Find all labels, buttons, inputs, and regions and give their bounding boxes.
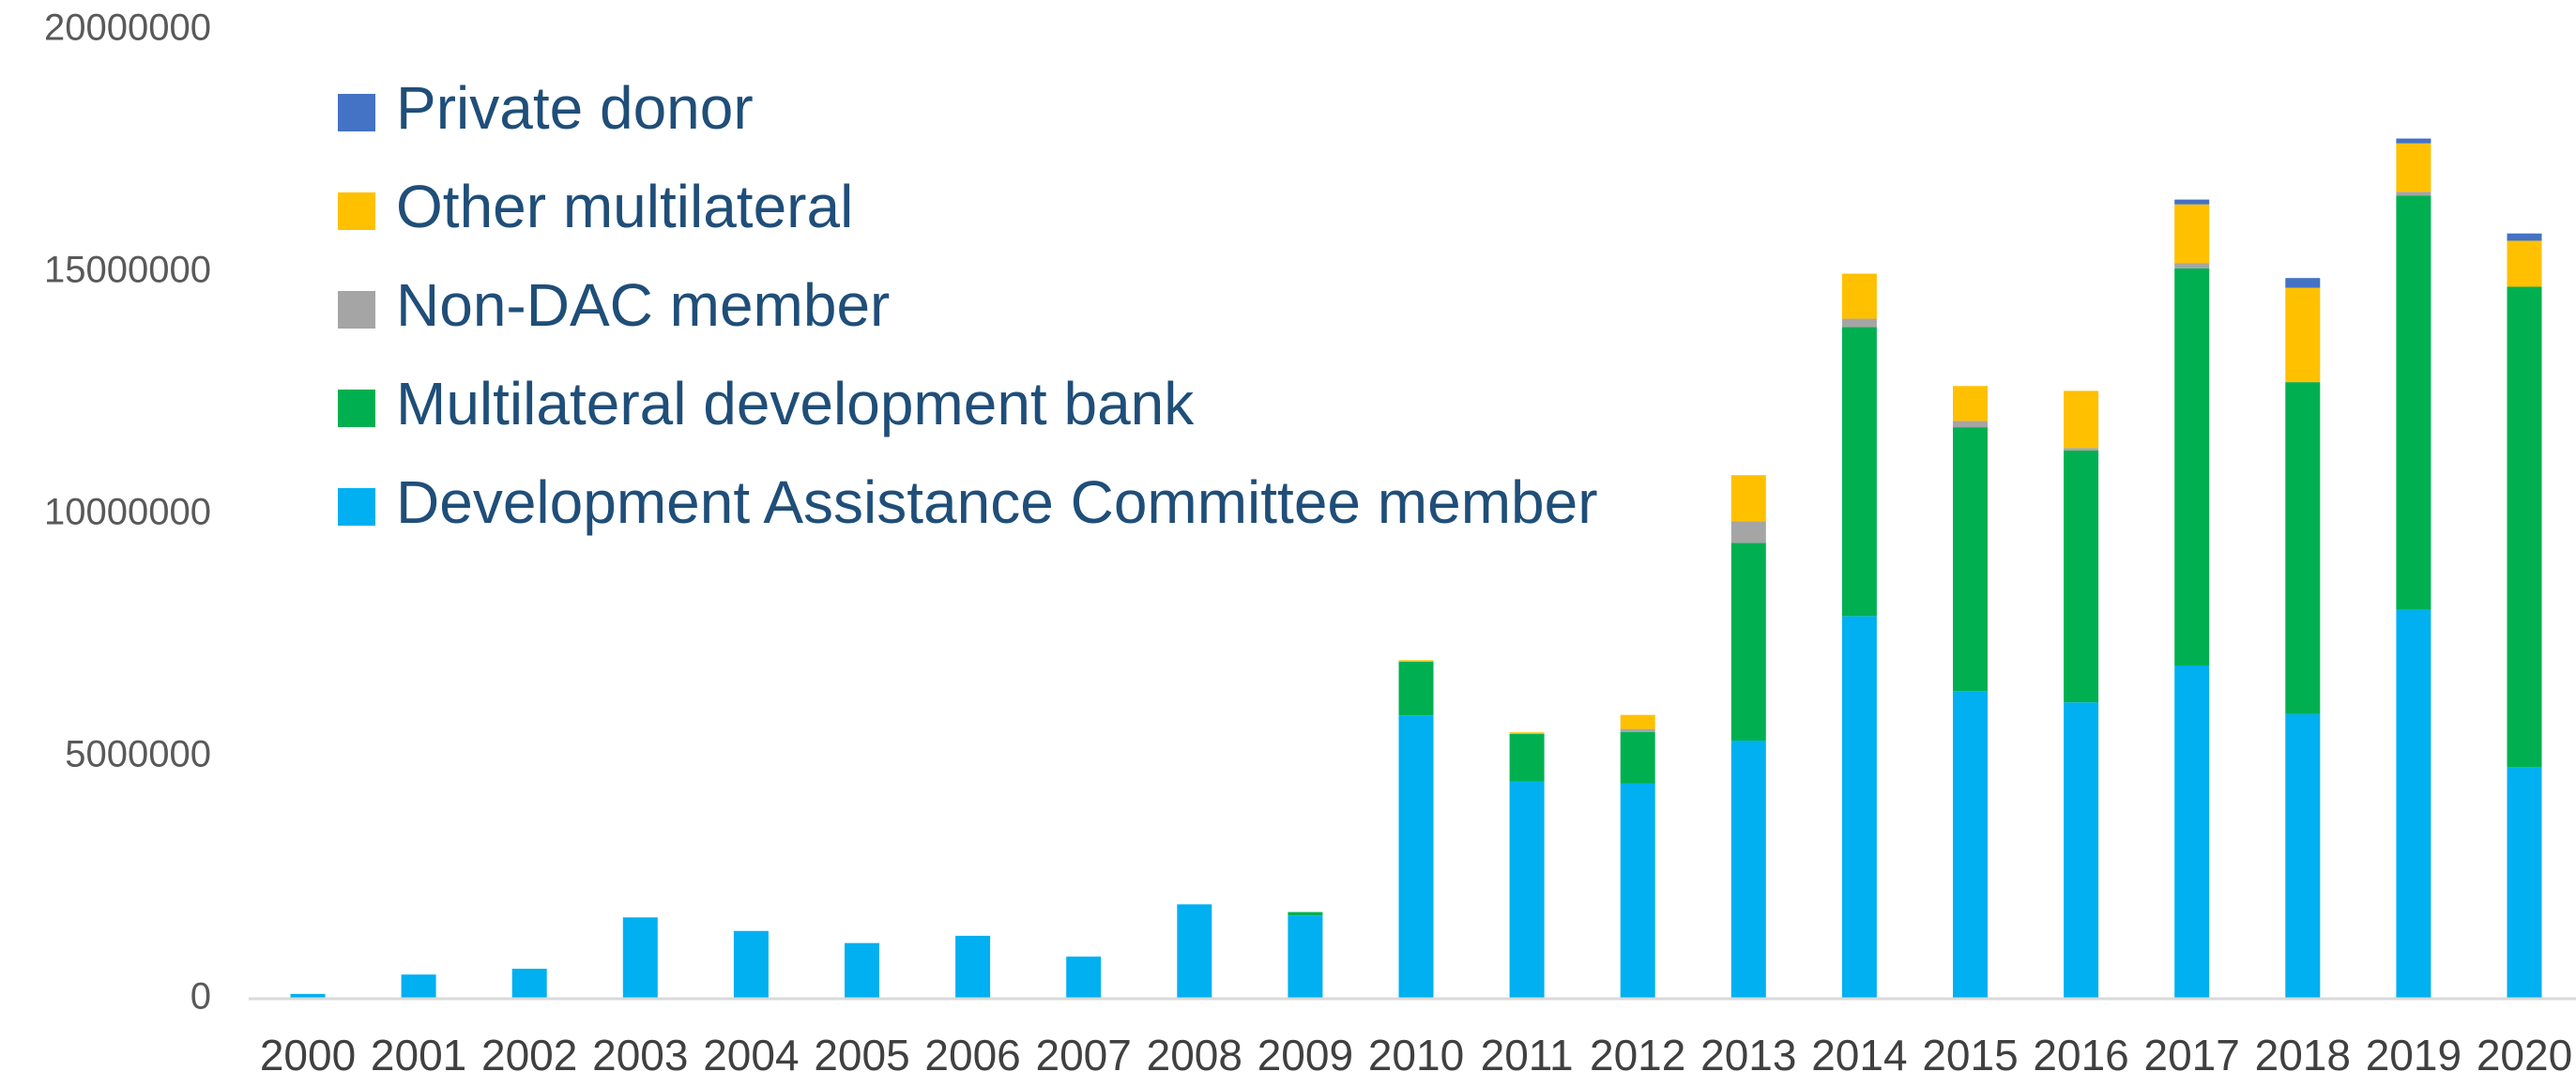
bar-segment — [1953, 386, 1988, 421]
x-tick-label: 2019 — [2366, 1031, 2462, 1079]
legend-label: Multilateral development bank — [396, 370, 1195, 437]
bar-segment — [2174, 268, 2210, 666]
x-tick-label: 2004 — [703, 1031, 799, 1079]
bar-segment — [955, 935, 991, 999]
bar-segment — [1730, 543, 1766, 741]
bar-segment — [1953, 421, 1988, 428]
bar-segment — [2174, 199, 2210, 205]
bar-segment — [2174, 204, 2210, 264]
legend: Private donor Other multilateral Non-DAC m… — [338, 74, 1598, 536]
x-tick-label: 2006 — [924, 1031, 1020, 1079]
bar-segment — [1841, 616, 1877, 999]
bar-segment — [2396, 195, 2431, 610]
x-tick-label: 2013 — [1700, 1031, 1796, 1079]
legend-label: Non-DAC member — [396, 271, 890, 339]
x-tick-label: 2005 — [814, 1031, 909, 1079]
y-axis-ticks: 0 5000000 10000000 15000000 20000000 — [44, 8, 211, 1018]
bar-segment — [2174, 263, 2210, 268]
legend-label: Private donor — [396, 74, 754, 142]
x-tick-label: 2017 — [2144, 1031, 2240, 1079]
legend-swatch — [338, 192, 375, 230]
bar-segment — [1509, 733, 1545, 734]
bar-segment — [1398, 660, 1434, 662]
legend-swatch — [338, 94, 375, 131]
bar-segment — [2064, 450, 2099, 703]
bar-segment — [1841, 318, 1877, 328]
bar-segment — [2507, 240, 2542, 287]
x-tick-label: 2012 — [1590, 1031, 1685, 1079]
x-tick-label: 2003 — [592, 1031, 688, 1079]
bar-segment — [1953, 691, 1988, 999]
bar-segment — [1509, 781, 1545, 999]
x-axis-ticks: 2000 2001 2002 2003 2004 2005 2006 2007 2008 2009… — [260, 1031, 2572, 1079]
x-tick-label: 2009 — [1258, 1031, 1353, 1079]
bar-segment — [2396, 138, 2431, 144]
bar-segment — [2285, 287, 2321, 383]
bar-segment — [1398, 661, 1434, 716]
bar-segment — [1620, 731, 1655, 784]
x-tick-label: 2020 — [2477, 1031, 2572, 1079]
x-tick-label: 2001 — [371, 1031, 466, 1079]
bar-segment — [1620, 783, 1655, 999]
bar-segment — [1730, 521, 1766, 544]
bar-segment — [2507, 233, 2542, 241]
bar-segment — [2507, 286, 2542, 768]
bar-segment — [622, 917, 658, 999]
bar-segment — [1509, 733, 1545, 782]
x-tick-label: 2007 — [1036, 1031, 1132, 1079]
legend-label: Development Assistance Committee member — [396, 468, 1598, 536]
x-tick-label: 2011 — [1481, 1031, 1574, 1079]
bar-segment — [401, 974, 436, 999]
legend-swatch — [338, 291, 375, 329]
bar-segment — [1288, 915, 1323, 999]
bar-segment — [2396, 143, 2431, 192]
bar-segment — [2285, 382, 2321, 714]
y-tick-label: 15000000 — [44, 250, 211, 291]
bar-segment — [733, 930, 769, 999]
y-tick-label: 5000000 — [65, 734, 211, 775]
bar-segment — [2174, 665, 2210, 999]
bar-segment — [845, 942, 879, 999]
bar-segment — [2285, 713, 2321, 999]
bar-segment — [1066, 957, 1102, 999]
x-tick-label: 2008 — [1147, 1031, 1242, 1079]
bar-segment — [1620, 728, 1655, 732]
bar-segment — [290, 993, 326, 999]
x-tick-label: 2010 — [1368, 1031, 1464, 1079]
x-tick-label: 2018 — [2255, 1031, 2351, 1079]
bar-segment — [2064, 448, 2099, 451]
y-tick-label: 10000000 — [44, 492, 211, 533]
legend-swatch — [338, 488, 375, 526]
y-tick-label: 0 — [191, 976, 211, 1018]
bar-segment — [1398, 715, 1434, 999]
bar-segment — [2064, 390, 2099, 449]
y-tick-label: 20000000 — [44, 8, 211, 49]
bar-segment — [511, 969, 547, 999]
x-tick-label: 2002 — [481, 1031, 577, 1079]
bar-segment — [1730, 740, 1766, 999]
bar-segment — [2285, 278, 2321, 288]
bar-segment — [1509, 732, 1545, 734]
legend-label: Other multilateral — [396, 173, 853, 240]
bar-segment — [1620, 714, 1655, 729]
bar-segment — [1177, 904, 1212, 999]
bar-segment — [1953, 427, 1988, 692]
legend-swatch — [338, 390, 375, 427]
bars-group — [290, 138, 2542, 999]
x-tick-label: 2016 — [2033, 1031, 2128, 1079]
bar-segment — [2396, 609, 2431, 999]
bar-segment — [2064, 702, 2099, 999]
bar-segment — [1841, 327, 1877, 617]
x-tick-label: 2014 — [1811, 1031, 1907, 1079]
bar-segment — [1288, 911, 1323, 916]
bar-segment — [2396, 191, 2431, 196]
bar-segment — [2507, 767, 2542, 999]
x-tick-label: 2015 — [1922, 1031, 2018, 1079]
bar-segment — [1841, 273, 1877, 319]
x-tick-label: 2000 — [260, 1031, 356, 1079]
bar-segment — [1730, 475, 1766, 522]
